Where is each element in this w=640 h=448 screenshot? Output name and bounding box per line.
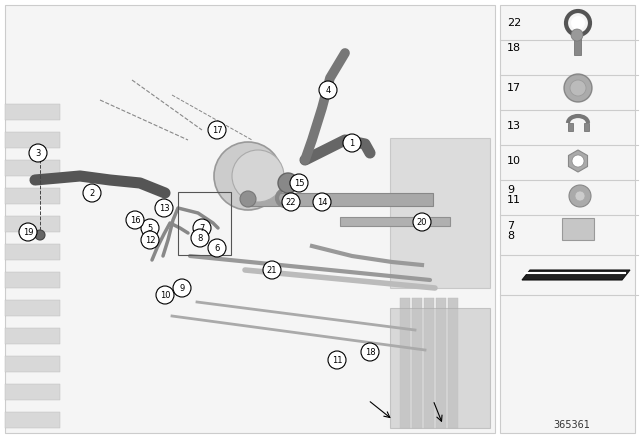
Bar — [390, 308, 490, 428]
Text: 1: 1 — [349, 138, 355, 147]
Bar — [5, 216, 60, 232]
Text: 21: 21 — [267, 266, 277, 275]
Bar — [5, 188, 60, 204]
Circle shape — [208, 121, 226, 139]
Bar — [412, 298, 422, 428]
Bar — [568, 123, 573, 131]
Circle shape — [313, 193, 331, 211]
Bar — [5, 300, 60, 316]
Text: 11: 11 — [507, 195, 521, 205]
Circle shape — [328, 351, 346, 369]
Text: 8: 8 — [197, 233, 203, 242]
Circle shape — [361, 343, 379, 361]
Text: 16: 16 — [130, 215, 140, 224]
Bar — [574, 37, 581, 55]
Circle shape — [173, 279, 191, 297]
Circle shape — [208, 239, 226, 257]
Text: 9: 9 — [179, 284, 184, 293]
Bar — [584, 123, 589, 131]
Circle shape — [141, 219, 159, 237]
Bar — [562, 218, 594, 240]
Bar — [5, 412, 60, 428]
Circle shape — [570, 80, 586, 96]
Circle shape — [19, 223, 37, 241]
Bar — [390, 138, 490, 288]
Circle shape — [569, 185, 591, 207]
Text: 13: 13 — [507, 121, 521, 131]
Circle shape — [263, 261, 281, 279]
Circle shape — [571, 16, 585, 30]
Bar — [5, 5, 495, 433]
Circle shape — [193, 219, 211, 237]
Text: 12: 12 — [145, 236, 156, 245]
Text: 15: 15 — [294, 178, 304, 188]
Circle shape — [343, 134, 361, 152]
Circle shape — [191, 229, 209, 247]
Text: 365361: 365361 — [554, 420, 591, 430]
Text: 18: 18 — [507, 43, 521, 53]
Bar — [178, 192, 231, 255]
Text: 14: 14 — [317, 198, 327, 207]
Bar — [448, 298, 458, 428]
Bar — [5, 356, 60, 372]
Text: 17: 17 — [507, 83, 521, 93]
Bar — [340, 217, 450, 226]
Polygon shape — [568, 150, 588, 172]
Circle shape — [214, 142, 282, 210]
Text: 5: 5 — [147, 224, 152, 233]
Bar — [5, 244, 60, 260]
Polygon shape — [522, 270, 630, 280]
Text: 17: 17 — [212, 125, 222, 134]
Text: 3: 3 — [35, 148, 41, 158]
Bar — [5, 160, 60, 176]
Text: 20: 20 — [417, 217, 428, 227]
Text: 10: 10 — [507, 156, 521, 166]
Bar — [5, 328, 60, 344]
Circle shape — [232, 150, 284, 202]
Text: 4: 4 — [325, 86, 331, 95]
Text: 13: 13 — [159, 203, 170, 212]
Circle shape — [571, 29, 583, 41]
Bar — [5, 104, 60, 120]
Circle shape — [290, 174, 308, 192]
Circle shape — [319, 81, 337, 99]
Circle shape — [35, 146, 45, 156]
Circle shape — [155, 199, 173, 217]
Bar — [436, 298, 446, 428]
Bar — [500, 5, 635, 433]
Bar — [5, 384, 60, 400]
Bar — [5, 132, 60, 148]
Text: 6: 6 — [214, 244, 220, 253]
Circle shape — [141, 231, 159, 249]
Circle shape — [282, 193, 300, 211]
Text: 19: 19 — [23, 228, 33, 237]
Circle shape — [413, 213, 431, 231]
Text: 7: 7 — [507, 221, 514, 231]
Circle shape — [572, 155, 584, 167]
Text: 8: 8 — [507, 231, 514, 241]
Text: 2: 2 — [90, 189, 95, 198]
Circle shape — [29, 144, 47, 162]
Circle shape — [564, 74, 592, 102]
Circle shape — [278, 173, 298, 193]
Bar — [400, 298, 410, 428]
Text: 7: 7 — [199, 224, 205, 233]
Circle shape — [83, 184, 101, 202]
Text: 22: 22 — [285, 198, 296, 207]
Text: 9: 9 — [507, 185, 514, 195]
Text: 18: 18 — [365, 348, 375, 357]
Circle shape — [156, 286, 174, 304]
Text: 10: 10 — [160, 290, 170, 300]
Bar — [424, 298, 434, 428]
Circle shape — [575, 191, 585, 201]
Circle shape — [240, 191, 256, 207]
Bar — [248, 193, 433, 206]
Circle shape — [126, 211, 144, 229]
Text: 11: 11 — [332, 356, 342, 365]
Bar — [5, 272, 60, 288]
Text: 22: 22 — [507, 18, 521, 28]
Circle shape — [35, 230, 45, 240]
